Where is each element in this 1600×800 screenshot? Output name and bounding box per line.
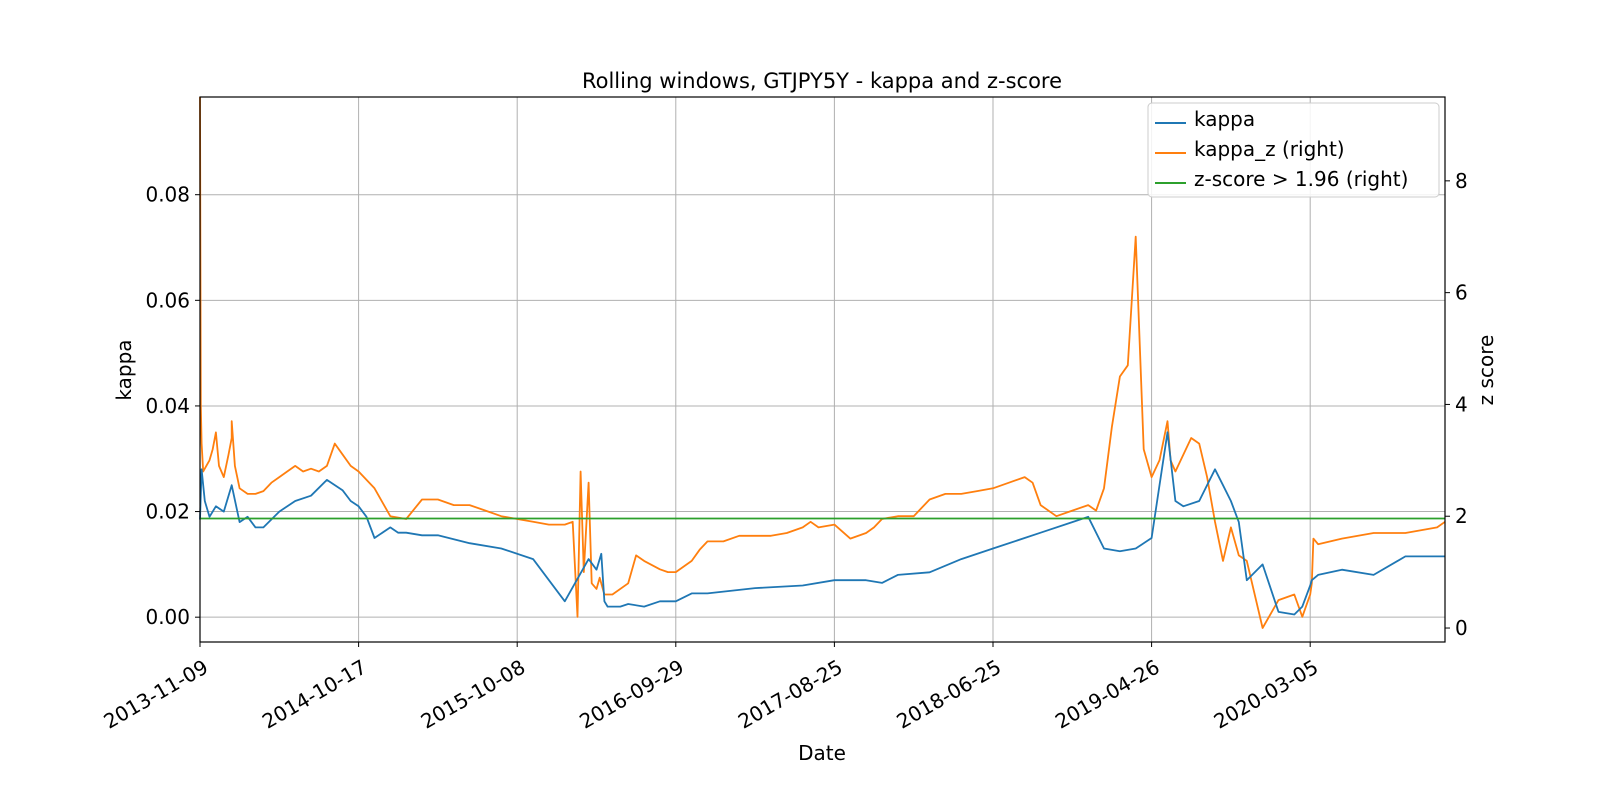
y-axis-label: kappa xyxy=(112,339,136,400)
series-group xyxy=(199,96,1446,629)
y-right-tick-label: 8 xyxy=(1455,169,1468,193)
legend-box xyxy=(1147,102,1440,198)
y-tick-label: 0.00 xyxy=(145,605,190,629)
y-axis-right: 0 2 4 6 8 xyxy=(1445,169,1468,640)
legend: kappa kappa_z (right) z-score > 1.96 (ri… xyxy=(1147,102,1440,198)
x-axis-label: Date xyxy=(798,741,846,765)
y-tick-label: 0.06 xyxy=(145,288,190,312)
y-axis-right-label: z score xyxy=(1474,335,1498,406)
y-right-tick-label: 2 xyxy=(1455,504,1468,528)
y-tick-label: 0.04 xyxy=(145,394,190,418)
legend-label-kappa: kappa xyxy=(1194,107,1255,131)
y-tick-label: 0.08 xyxy=(145,183,190,207)
y-right-tick-label: 6 xyxy=(1455,281,1468,305)
plot-frame xyxy=(199,96,1446,643)
legend-label-threshold: z-score > 1.96 (right) xyxy=(1194,167,1408,191)
legend-label-kappa-z: kappa_z (right) xyxy=(1194,137,1345,161)
chart-title: Rolling windows, GTJPY5Y - kappa and z-s… xyxy=(582,69,1062,93)
y-tick-label: 0.02 xyxy=(145,500,190,524)
y-axis-left: 0.00 0.02 0.04 0.06 0.08 xyxy=(145,183,200,629)
series-kappa-z-line xyxy=(199,96,1446,629)
y-right-tick-label: 4 xyxy=(1455,392,1468,416)
y-right-tick-label: 0 xyxy=(1455,616,1468,640)
